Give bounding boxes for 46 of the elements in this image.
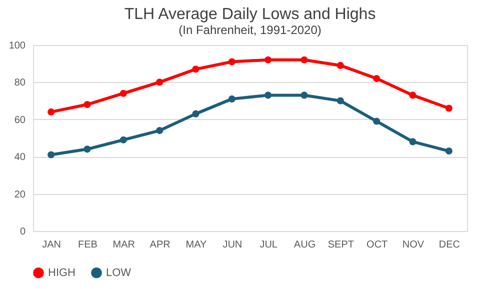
legend-label: HIGH xyxy=(48,266,76,279)
point xyxy=(192,66,200,73)
x-tick-label: OCT xyxy=(366,240,388,250)
x-tick-label: MAY xyxy=(186,240,208,250)
legend-label: LOW xyxy=(106,266,132,279)
y-tick-label: 80 xyxy=(14,78,26,89)
point xyxy=(84,146,91,153)
point xyxy=(48,151,55,158)
x-tick-label: NOV xyxy=(402,240,424,250)
point xyxy=(228,95,236,102)
point xyxy=(264,56,272,64)
point xyxy=(300,92,308,99)
point xyxy=(120,90,127,97)
x-tick-label: MAR xyxy=(112,240,136,250)
y-tick-label: 60 xyxy=(14,114,26,126)
y-tick-label: 40 xyxy=(14,152,26,164)
point xyxy=(156,78,164,86)
x-tick-label: JAN xyxy=(42,240,62,250)
chart-title: TLH Average Daily Lows and Highs xyxy=(124,6,376,23)
point xyxy=(409,138,416,146)
point xyxy=(156,127,164,134)
x-tick-label: SEPT xyxy=(328,240,354,250)
point xyxy=(300,56,308,64)
point xyxy=(120,136,127,144)
y-tick-label: 20 xyxy=(14,189,26,200)
point xyxy=(445,104,452,112)
x-tick-label: JUN xyxy=(222,240,242,250)
y-tick-label: 100 xyxy=(8,40,26,52)
x-tick-label: APR xyxy=(150,240,170,250)
point xyxy=(445,147,452,155)
x-tick-label: DEC xyxy=(438,240,460,250)
point xyxy=(336,97,344,104)
point xyxy=(228,58,236,66)
x-tick-label: AUG xyxy=(294,240,316,250)
point xyxy=(409,92,416,99)
point xyxy=(192,110,200,118)
point xyxy=(264,92,272,99)
point xyxy=(84,100,91,108)
x-tick-label: FEB xyxy=(78,240,98,250)
y-tick-label: 0 xyxy=(20,226,26,238)
chart-subtitle: (In Fahrenheit, 1991-2020) xyxy=(178,23,322,37)
point xyxy=(373,118,380,125)
point xyxy=(48,108,55,116)
point xyxy=(336,62,344,69)
x-tick-label: JUL xyxy=(260,240,278,250)
point xyxy=(373,74,380,82)
